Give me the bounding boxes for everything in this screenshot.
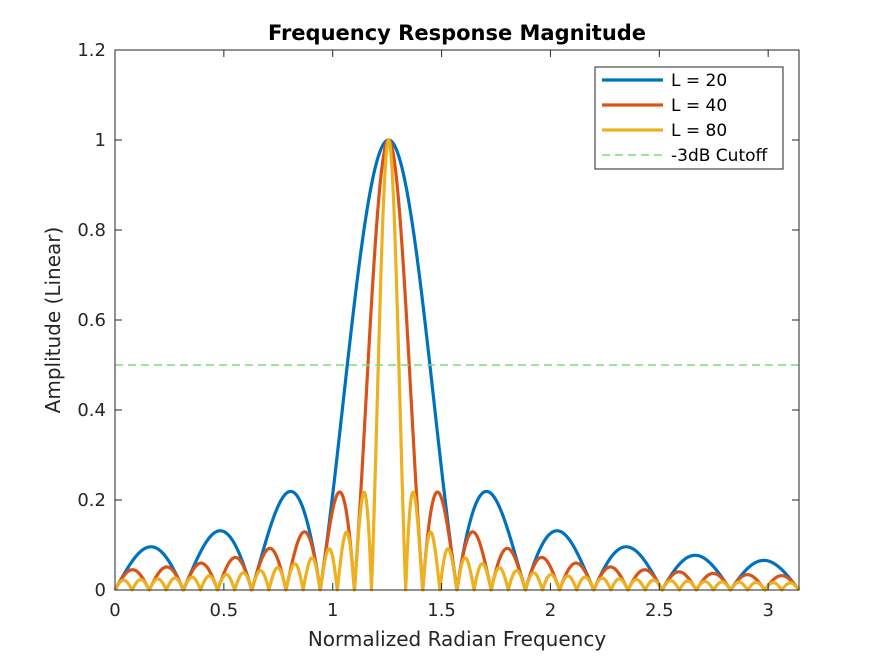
x-tick-label: 2.5 bbox=[645, 600, 674, 621]
chart-title: Frequency Response Magnitude bbox=[268, 21, 646, 45]
x-tick-label: 3 bbox=[762, 600, 773, 621]
y-tick-label: 0 bbox=[95, 580, 106, 601]
legend-label: L = 40 bbox=[671, 96, 727, 116]
legend: L = 20 L = 40 L = 80 -3dB Cutoff bbox=[594, 66, 784, 170]
legend-label: L = 20 bbox=[671, 71, 727, 91]
legend-box bbox=[594, 66, 784, 170]
y-tick-label: 1 bbox=[95, 130, 106, 151]
y-tick-label: 0.2 bbox=[77, 490, 106, 511]
y-tick-label: 0.8 bbox=[77, 220, 106, 241]
y-tick-label: 0.4 bbox=[77, 400, 106, 421]
ticks-layer: 0 0.5 1 1.5 2 2.5 3 0 0.2 0.4 0.6 0.8 1 1.2 bbox=[77, 40, 799, 621]
x-tick-label: 1 bbox=[327, 600, 338, 621]
legend-label: -3dB Cutoff bbox=[671, 146, 769, 166]
x-axis-label: Normalized Radian Frequency bbox=[308, 627, 607, 651]
y-axis-label: Amplitude (Linear) bbox=[41, 227, 65, 414]
legend-label: L = 80 bbox=[671, 121, 727, 141]
x-tick-label: 0 bbox=[109, 600, 120, 621]
x-tick-label: 1.5 bbox=[427, 600, 456, 621]
x-tick-label: 0.5 bbox=[210, 600, 239, 621]
y-tick-label: 0.6 bbox=[77, 310, 106, 331]
x-tick-label: 2 bbox=[545, 600, 556, 621]
y-tick-label: 1.2 bbox=[77, 40, 106, 61]
